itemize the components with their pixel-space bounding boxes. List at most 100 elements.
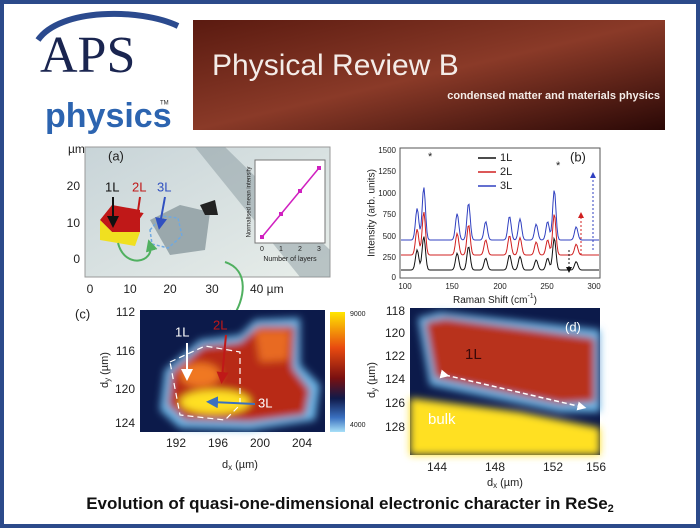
panel-a: 1L 2L 3L (a) µm Normalised mean intensit… (68, 142, 331, 323)
subscript: x (228, 463, 232, 472)
x-tick-label: 204 (292, 436, 312, 450)
y-tick-label: 0 (73, 252, 80, 266)
logo-subtitle: physics (45, 97, 172, 135)
panel-label: (c) (75, 306, 90, 321)
peak-marker: * (428, 151, 433, 163)
y-label-text: (µm) (366, 362, 378, 385)
y-label: dy (µm) (99, 352, 112, 388)
legend-label: 1L (500, 152, 512, 164)
x-tick-label: 144 (427, 460, 447, 474)
x-tick-label: 250 (540, 282, 554, 291)
banner (193, 20, 665, 130)
y-tick-label: 1000 (378, 189, 396, 198)
layer-label: 3L (258, 395, 272, 410)
x-label-text: Raman Shift (cm (453, 295, 527, 306)
plot-area (399, 147, 601, 279)
spectrum (401, 211, 599, 256)
subscript: y (103, 378, 112, 382)
spectrum (401, 187, 599, 241)
x-label-text: d (222, 459, 228, 471)
x-tick-label: 196 (208, 436, 228, 450)
x-tick-label: 148 (485, 460, 505, 474)
x-label: Raman Shift (cm-1) (453, 293, 537, 306)
y-label-text: d (99, 382, 111, 388)
y-label-text: d (366, 392, 378, 398)
layer-label: 3L (157, 179, 171, 194)
y-tick-label: 500 (383, 232, 397, 241)
x-tick-label: 20 (163, 282, 177, 296)
colorbar-label: 4000 (350, 422, 366, 429)
subscript: x (493, 481, 497, 490)
inset-tick-label: 3 (317, 246, 321, 253)
journal-subtitle: condensed matter and materials physics (447, 90, 660, 102)
logo-name: APS (40, 27, 135, 84)
y-tick-label: 128 (385, 420, 405, 434)
x-tick-label: 30 (205, 282, 219, 296)
y-tick-label: 20 (67, 179, 81, 193)
unit: µm (68, 142, 85, 156)
x-tick-label: 300 (587, 282, 601, 291)
peak-marker: * (556, 160, 561, 172)
y-label: dy (µm) (366, 362, 379, 398)
inset-tick-label: 0 (260, 246, 264, 253)
y-tick-label: 112 (116, 305, 135, 319)
x-tick-label: 200 (493, 282, 507, 291)
title-text: Evolution of quasi-one-dimensional elect… (86, 494, 607, 513)
legend-label: 3L (500, 180, 512, 192)
x-tick-label: 152 (543, 460, 563, 474)
footer-title: Evolution of quasi-one-dimensional elect… (86, 494, 614, 514)
region (410, 398, 600, 455)
panel-d: 1L bulk (d) dx (µm) dy(µm) (366, 308, 600, 490)
x-label-text: d (487, 477, 493, 489)
x-tick-label: 156 (586, 460, 606, 474)
y-tick-label: 0 (392, 273, 397, 282)
point (260, 235, 264, 239)
point (298, 189, 302, 193)
y-label: Intensity (arb. units) (367, 169, 378, 257)
panel-c: 9000 4000 (c) 1L 2L 3L dx (µm) dy(µm) (75, 306, 366, 472)
x-label: dx (µm) (222, 459, 258, 472)
point (317, 166, 321, 170)
y-tick-label: 124 (115, 416, 135, 430)
layer-yellow (100, 220, 140, 246)
legend-label: 2L (500, 166, 512, 178)
point (279, 212, 283, 216)
y-tick-label: 250 (383, 253, 397, 262)
superscript: -1 (527, 293, 533, 300)
panel-label: (d) (565, 319, 581, 334)
region (255, 330, 290, 362)
x-tick-label: 40 µm (250, 282, 284, 296)
y-tick-label: 116 (116, 344, 135, 358)
panel-label: (b) (570, 149, 586, 164)
y-tick-label: 124 (385, 372, 405, 386)
y-label-text: (µm) (99, 352, 111, 375)
flake-dark (200, 200, 218, 215)
layer-label: 2L (132, 179, 146, 194)
subscript: y (370, 388, 379, 392)
inset-tick-label: 2 (298, 246, 302, 253)
x-label: dx (µm) (487, 477, 523, 490)
x-tick-label: 100 (398, 282, 412, 291)
y-tick-label: 126 (385, 396, 405, 410)
arrow (216, 334, 229, 384)
arrow (155, 196, 167, 230)
trademark: TM (160, 101, 169, 107)
layer-label: 2L (213, 317, 227, 332)
journal-title: Physical Review B (212, 49, 459, 82)
inset-ylabel: Normalised mean intensity (247, 167, 253, 238)
panel-b: Intensity (arb. units) Raman Shift (cm-1… (367, 147, 601, 306)
x-tick-label: 10 (123, 282, 137, 296)
x-tick-label: 150 (445, 282, 459, 291)
region-label: bulk (428, 411, 456, 428)
x-label-text: ) (534, 295, 537, 306)
y-tick-label: 750 (383, 210, 397, 219)
region-label: 1L (465, 346, 482, 363)
y-tick-label: 10 (67, 216, 81, 230)
panel-label: (a) (108, 148, 124, 163)
y-tick-label: 1250 (378, 167, 396, 176)
arrow (206, 396, 256, 409)
layer-label: 1L (175, 324, 189, 339)
inset-points (260, 166, 321, 239)
